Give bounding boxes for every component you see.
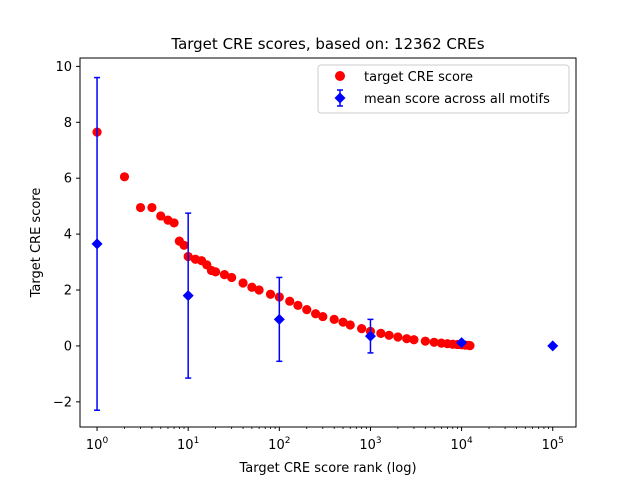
point-target-cre-score [156, 211, 166, 221]
point-target-cre-score [384, 330, 394, 340]
legend: target CRE score mean score across all m… [317, 64, 570, 114]
point-target-cre-score [420, 336, 430, 346]
point-mean-score [91, 238, 103, 250]
point-mean-score [364, 330, 376, 342]
chart-title: Target CRE scores, based on: 12362 CREs [170, 35, 484, 53]
x-tick-exponent: 2 [285, 436, 291, 446]
point-target-cre-score [429, 337, 439, 347]
point-target-cre-score [302, 304, 312, 315]
point-target-cre-score [376, 328, 386, 338]
point-mean-score [273, 313, 285, 325]
legend-label-mean-score: mean score across all motifs [364, 92, 550, 107]
point-target-cre-score [338, 317, 348, 327]
point-target-cre-score [465, 341, 475, 351]
plot-area [91, 76, 559, 411]
y-tick-label: 2 [64, 284, 72, 299]
x-tick-exponent: 0 [102, 436, 108, 446]
point-mean-score [456, 337, 468, 349]
legend-marker-target-cre-score [335, 71, 345, 81]
y-tick-label: −2 [53, 395, 72, 410]
point-target-cre-score [357, 324, 367, 334]
point-target-cre-score [402, 334, 412, 344]
x-axis-label: Target CRE score rank (log) [238, 461, 416, 476]
y-tick-label: 10 [55, 60, 72, 75]
axes-frame [79, 57, 577, 428]
point-target-cre-score [293, 300, 303, 310]
point-target-cre-score [211, 267, 221, 277]
point-target-cre-score [169, 218, 179, 228]
point-target-cre-score [310, 309, 321, 319]
y-axis-label: Target CRE score [29, 188, 44, 299]
point-target-cre-score [227, 272, 237, 283]
point-target-cre-score [254, 285, 264, 295]
point-target-cre-score [179, 240, 189, 250]
point-mean-score [547, 340, 559, 352]
legend-label-target-cre-score: target CRE score [364, 70, 473, 85]
x-tick-exponent: 5 [558, 436, 564, 446]
x-tick-exponent: 1 [194, 436, 200, 446]
y-tick-label: 8 [64, 116, 72, 131]
y-tick-label: 6 [64, 172, 72, 187]
point-target-cre-score [265, 289, 276, 299]
point-target-cre-score [147, 202, 157, 213]
point-target-cre-score [329, 314, 339, 324]
legend-box [317, 64, 570, 114]
point-target-cre-score [238, 278, 248, 288]
point-target-cre-score [135, 202, 146, 213]
point-target-cre-score [318, 311, 328, 322]
point-target-cre-score [345, 320, 355, 330]
x-tick-exponent: 3 [376, 436, 382, 446]
y-tick-label: 0 [64, 339, 72, 354]
point-target-cre-score [219, 270, 230, 280]
legend-marker-mean-score [334, 92, 346, 104]
point-mean-score [182, 290, 194, 302]
point-target-cre-score [393, 332, 403, 342]
point-target-cre-score [285, 296, 295, 306]
point-target-cre-score [409, 335, 419, 345]
point-target-cre-score [119, 172, 130, 182]
point-target-cre-score [247, 282, 257, 292]
y-tick-label: 4 [64, 228, 72, 243]
x-tick-exponent: 4 [467, 436, 473, 446]
